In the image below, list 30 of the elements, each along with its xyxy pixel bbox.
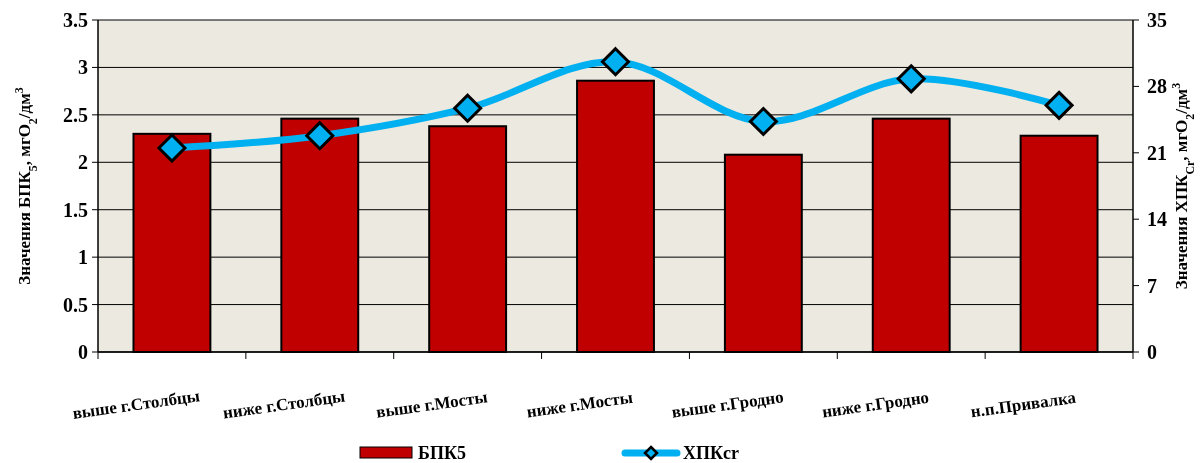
y2-tick-label: 28 <box>1147 75 1167 98</box>
x-tick-label: ниже г.Столбцы <box>221 386 347 423</box>
y2-tick-label: 0 <box>1147 341 1157 363</box>
y-tick-label: 1 <box>78 246 88 269</box>
point <box>896 64 926 94</box>
y2-tick-label: 14 <box>1147 208 1167 231</box>
point <box>305 121 335 151</box>
point <box>157 133 187 163</box>
x-tick-label: ниже г.Гродно <box>820 387 931 422</box>
point <box>601 47 630 77</box>
legend-label: БПК5 <box>418 443 466 463</box>
legend-label: ХПКcr <box>683 443 740 463</box>
x-tick-label: ниже г.Мосты <box>525 387 635 422</box>
y-tick-label: 0.5 <box>63 293 88 316</box>
y2-tick-label: 35 <box>1147 9 1167 31</box>
point <box>1044 90 1074 120</box>
y2-tick-label: 7 <box>1147 274 1157 297</box>
y-tick-label: 1.5 <box>63 198 88 221</box>
y-tick-label: 0 <box>78 341 88 363</box>
x-tick-label: выше г.Столбцы <box>71 386 201 423</box>
x-tick-label: выше г.Мосты <box>375 387 489 422</box>
y-tick-label: 3.5 <box>63 9 88 31</box>
point <box>453 93 483 123</box>
x-tick-label: выше г.Гродно <box>670 387 785 422</box>
y-tick-label: 2.5 <box>63 103 88 126</box>
y-tick-label: 3 <box>78 56 88 79</box>
y-tick-label: 2 <box>78 151 88 174</box>
x-tick-label: н.п.Привалка <box>969 387 1078 422</box>
point <box>748 107 778 136</box>
y2-tick-label: 21 <box>1147 141 1167 164</box>
